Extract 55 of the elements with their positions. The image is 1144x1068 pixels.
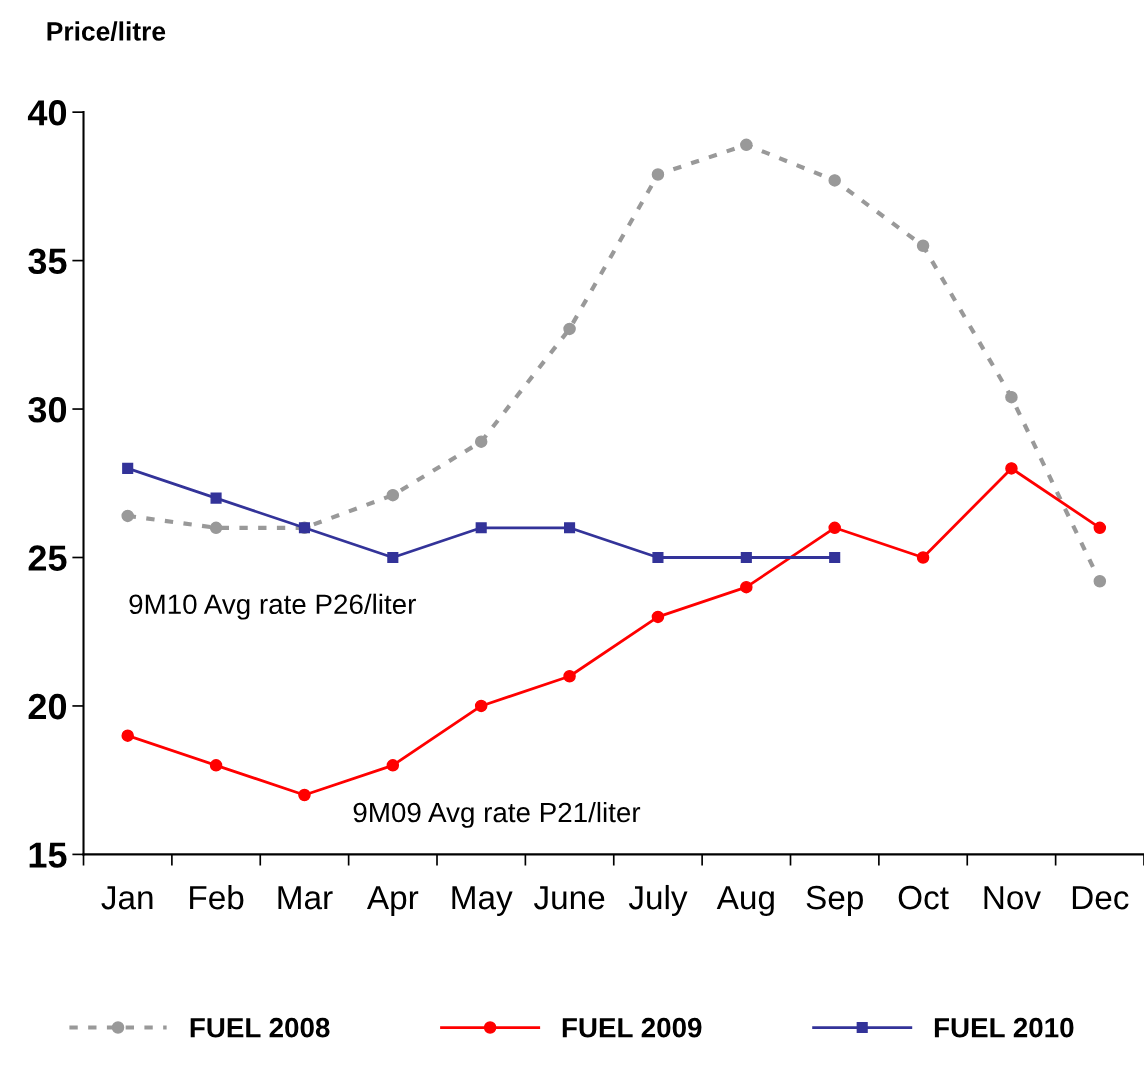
point bbox=[475, 522, 487, 534]
point bbox=[652, 551, 664, 564]
point bbox=[740, 138, 753, 152]
point bbox=[386, 488, 400, 502]
point bbox=[563, 670, 576, 683]
point bbox=[122, 462, 134, 474]
x-tick-label: July bbox=[628, 884, 688, 917]
point bbox=[1093, 574, 1107, 588]
point bbox=[121, 509, 134, 523]
point bbox=[829, 551, 841, 564]
point bbox=[298, 788, 311, 802]
y-axis-title: Price/litre bbox=[47, 21, 166, 42]
point bbox=[209, 521, 223, 535]
point bbox=[386, 759, 400, 772]
y-tick-label: 25 bbox=[28, 545, 67, 571]
point bbox=[564, 522, 576, 534]
point bbox=[563, 322, 576, 336]
y-tick-label: 20 bbox=[28, 693, 67, 720]
x-tick-label: Apr bbox=[366, 886, 419, 917]
y-tick-label: 15 bbox=[29, 842, 67, 868]
point bbox=[1093, 521, 1107, 535]
point bbox=[209, 759, 223, 772]
annotation: 9M09 Avg rate P21/liter bbox=[353, 801, 641, 828]
point bbox=[828, 174, 841, 187]
x-tick-label: Nov bbox=[984, 886, 1041, 910]
x-tick-label: Jan bbox=[101, 886, 153, 910]
point bbox=[651, 168, 665, 181]
annotation: 9M10 Avg rate P26/liter bbox=[129, 593, 416, 620]
point bbox=[916, 551, 930, 564]
x-tick-label: Oct bbox=[898, 885, 949, 910]
point bbox=[740, 551, 752, 564]
y-tick-label: 30 bbox=[28, 396, 67, 423]
x-tick-label: Aug bbox=[716, 886, 774, 917]
point bbox=[828, 521, 841, 535]
x-tick-label: Dec bbox=[1072, 886, 1129, 910]
x-tick-label: May bbox=[452, 886, 513, 917]
point bbox=[740, 580, 753, 594]
point bbox=[474, 435, 488, 448]
x-tick-label: June bbox=[533, 886, 605, 910]
point bbox=[474, 699, 488, 713]
legend-label: FUEL 2009 bbox=[562, 1017, 702, 1038]
legend-label: FUEL 2010 bbox=[934, 1017, 1074, 1038]
x-tick-label: Mar bbox=[278, 886, 333, 910]
legend-label: FUEL 2008 bbox=[190, 1017, 330, 1038]
x-tick-label: Feb bbox=[190, 884, 244, 910]
point bbox=[387, 551, 399, 564]
point bbox=[651, 610, 665, 624]
x-tick-label: Sep bbox=[806, 885, 863, 917]
point bbox=[916, 239, 930, 252]
point bbox=[1005, 462, 1018, 475]
point bbox=[1005, 390, 1018, 404]
point bbox=[121, 729, 134, 742]
point bbox=[210, 492, 222, 504]
y-tick-label: 40 bbox=[27, 100, 67, 126]
y-tick-label: 35 bbox=[28, 248, 67, 275]
